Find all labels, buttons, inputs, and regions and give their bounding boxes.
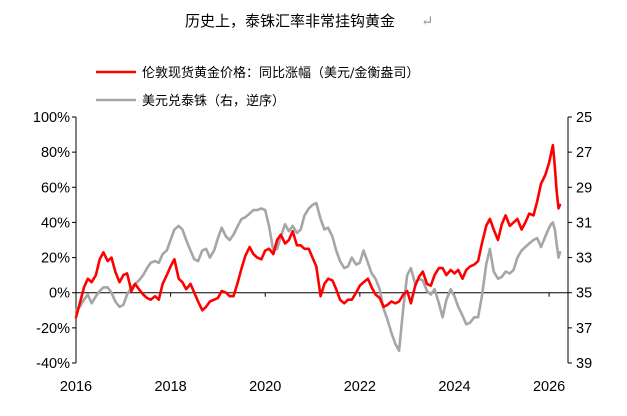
x-tick-label: 2016: [60, 379, 92, 395]
x-tick-label: 2020: [249, 379, 281, 395]
legend: 伦敦现货黄金价格：同比涨幅（美元/金衡盎司） 美元兑泰铢（右，逆序）: [96, 65, 419, 109]
y-left-tick-label: 20%: [41, 251, 70, 267]
y-left-tick-label: -20%: [36, 321, 70, 337]
axes: -40% -20% 0% 20% 40% 60% 80% 100% 25 27 29 31 33 35 37…: [33, 110, 592, 395]
x-tick-label: 2026: [533, 379, 565, 395]
y-right-tick-label: 31: [576, 215, 592, 231]
legend-label-gold: 伦敦现货黄金价格：同比涨幅（美元/金衡盎司）: [142, 65, 419, 81]
y-left-tick-label: 60%: [41, 180, 70, 196]
y-left-tick-label: -40%: [36, 356, 70, 372]
y-right-tick-label: 35: [576, 286, 592, 302]
x-tick-label: 2022: [344, 379, 376, 395]
y-right-tick-label: 33: [576, 251, 592, 267]
series-line-thb: [74, 201, 562, 352]
return-mark-icon: ↵: [421, 12, 434, 30]
x-tick-label: 2018: [154, 379, 186, 395]
plot-lines: [74, 143, 562, 352]
y-right-tick-label: 29: [576, 180, 592, 196]
y-left-tick-label: 0%: [49, 286, 70, 302]
y-right-tick-label: 37: [576, 321, 592, 337]
x-tick-label: 2024: [438, 379, 470, 395]
y-left-tick-label: 40%: [41, 215, 70, 231]
series-line-gold: [74, 143, 562, 319]
y-right-tick-label: 39: [576, 356, 592, 372]
legend-label-thb: 美元兑泰铢（右，逆序）: [142, 93, 285, 109]
y-left-tick-label: 100%: [33, 110, 70, 126]
y-right-tick-label: 27: [576, 145, 592, 161]
chart-title: 历史上，泰铢汇率非常挂钩黄金: [185, 12, 395, 30]
y-right-tick-label: 25: [576, 110, 592, 126]
y-left-tick-label: 80%: [41, 145, 70, 161]
